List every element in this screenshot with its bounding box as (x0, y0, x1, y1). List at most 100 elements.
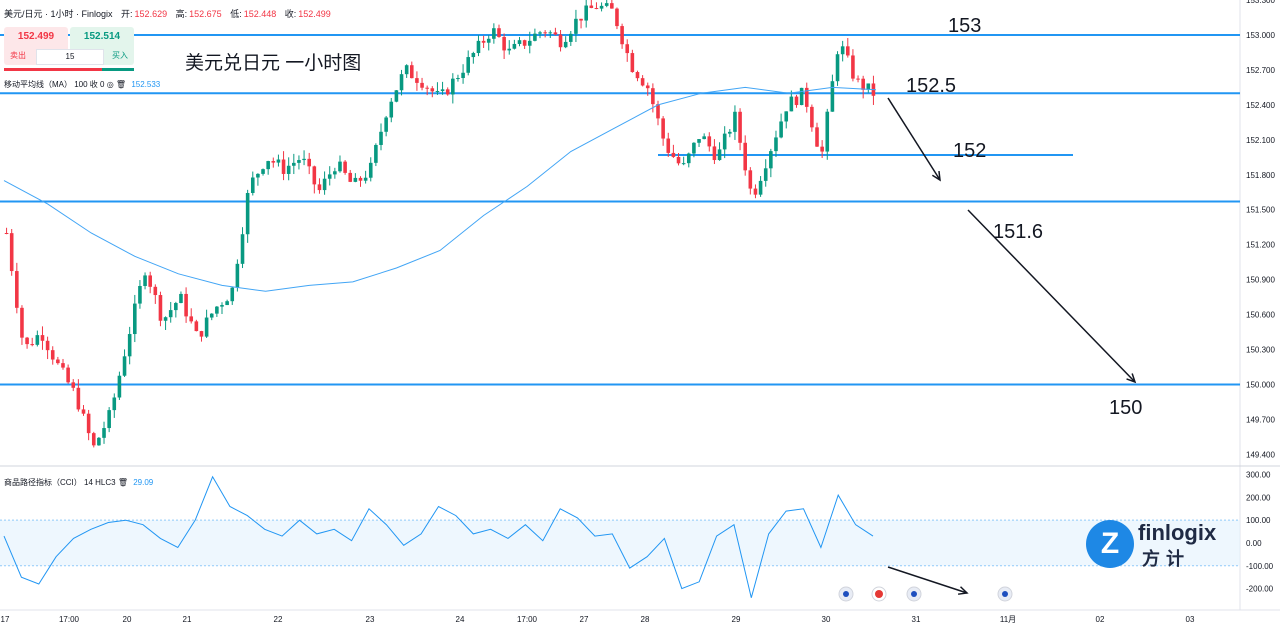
candle-body (368, 162, 373, 178)
candle-body (666, 138, 671, 153)
candle-body (45, 340, 50, 351)
candle-body (481, 40, 486, 43)
candle-body (307, 158, 311, 167)
candle-body (815, 127, 819, 147)
candle-body (50, 350, 55, 360)
candle-body (86, 413, 91, 434)
candle-body (343, 161, 347, 173)
price-tick-label: 152.100 (1246, 136, 1275, 145)
close-value: 152.499 (298, 9, 331, 19)
candle-body (225, 301, 229, 306)
candle-body (569, 33, 573, 42)
candle-body (840, 46, 845, 55)
price-tick-label: 149.400 (1246, 450, 1275, 459)
candle-body (15, 271, 19, 308)
candle-body (204, 317, 209, 337)
ma-legend[interactable]: 移动平均线（MA） 100 收 0 ◎ 🗑 152.533 (4, 80, 161, 89)
cci-band (0, 520, 1240, 566)
price-tick-label: 150.600 (1246, 311, 1275, 320)
forecast-arrow (887, 566, 968, 594)
candle-body (117, 375, 122, 398)
candle-body (820, 146, 824, 152)
candle-body (266, 161, 270, 170)
candle-body (133, 303, 137, 335)
candle-body (327, 174, 332, 179)
candle-body (409, 65, 414, 79)
candle-body (538, 32, 542, 34)
candle-body (558, 34, 563, 48)
candle-body (594, 8, 599, 10)
buy-ratio-bar (102, 68, 134, 71)
candle-body (189, 316, 194, 322)
candle-body (717, 149, 722, 161)
forecast-arrow (967, 209, 1136, 383)
low-value: 152.448 (243, 9, 277, 19)
candle-body (697, 139, 701, 143)
candle-body (738, 111, 742, 143)
candle-body (502, 36, 506, 51)
candle-body (215, 306, 219, 314)
candle-body (753, 188, 758, 195)
candle-body (363, 177, 368, 181)
candle-body (112, 397, 117, 411)
time-tick-label: 29 (732, 615, 741, 624)
cci-tick-label: 300.00 (1246, 471, 1271, 480)
candle-body (620, 26, 624, 45)
cci-tick-label: -200.00 (1246, 585, 1274, 594)
quantity-input[interactable]: 15 (36, 49, 104, 65)
candle-body (563, 41, 568, 48)
candle-body (548, 32, 553, 34)
candle-body (286, 165, 291, 174)
candle-body (728, 131, 732, 134)
candle-body (404, 65, 409, 75)
candle-body (220, 305, 224, 307)
candle-body (292, 162, 296, 166)
candle-body (615, 8, 619, 27)
candle-body (574, 18, 578, 34)
candle-body (322, 178, 327, 191)
candle-body (784, 111, 789, 122)
level-label: 153 (948, 15, 981, 37)
candle-body (179, 293, 183, 304)
candle-body (271, 161, 276, 163)
candle-body (76, 387, 81, 410)
candle-body (476, 40, 481, 54)
delete-icon[interactable]: 🗑 (115, 80, 127, 89)
candle-body (507, 48, 512, 51)
candle-body (579, 18, 583, 21)
level-label: 151.6 (993, 221, 1043, 243)
delete-icon[interactable]: 🗑 (117, 478, 128, 487)
candle-body (445, 89, 450, 95)
time-tick-label: 20 (123, 615, 132, 624)
candle-body (584, 5, 588, 21)
candle-body (163, 317, 168, 321)
candle-body (415, 78, 419, 83)
time-tick-label: 30 (822, 615, 831, 624)
candle-body (630, 53, 635, 73)
candle-body (866, 83, 871, 90)
candle-body (599, 5, 604, 9)
candle-body (297, 160, 301, 163)
candle-body (712, 146, 717, 161)
candle-body (122, 356, 127, 376)
price-tick-label: 149.700 (1246, 415, 1275, 424)
eye-icon[interactable]: ◎ (106, 80, 114, 89)
candle-body (394, 90, 399, 102)
logo-mark-icon: Z (1086, 520, 1134, 568)
candle-body (435, 91, 440, 93)
candle-body (194, 321, 199, 332)
candle-body (835, 54, 840, 82)
candle-body (656, 104, 660, 119)
candle-body (553, 32, 558, 35)
cci-legend[interactable]: 商品路径指标（CCI） 14 HLC3 🗑 29.09 (4, 478, 154, 487)
price-tick-label: 152.400 (1246, 101, 1275, 110)
time-tick-label: 11月 (1000, 615, 1016, 624)
time-tick-label: 23 (366, 615, 375, 624)
candle-body (153, 286, 158, 296)
candle-body (4, 233, 9, 234)
candle-body (676, 156, 681, 164)
cci-tick-label: 100.00 (1246, 516, 1271, 525)
candle-body (333, 171, 337, 175)
candle-body (830, 81, 835, 112)
